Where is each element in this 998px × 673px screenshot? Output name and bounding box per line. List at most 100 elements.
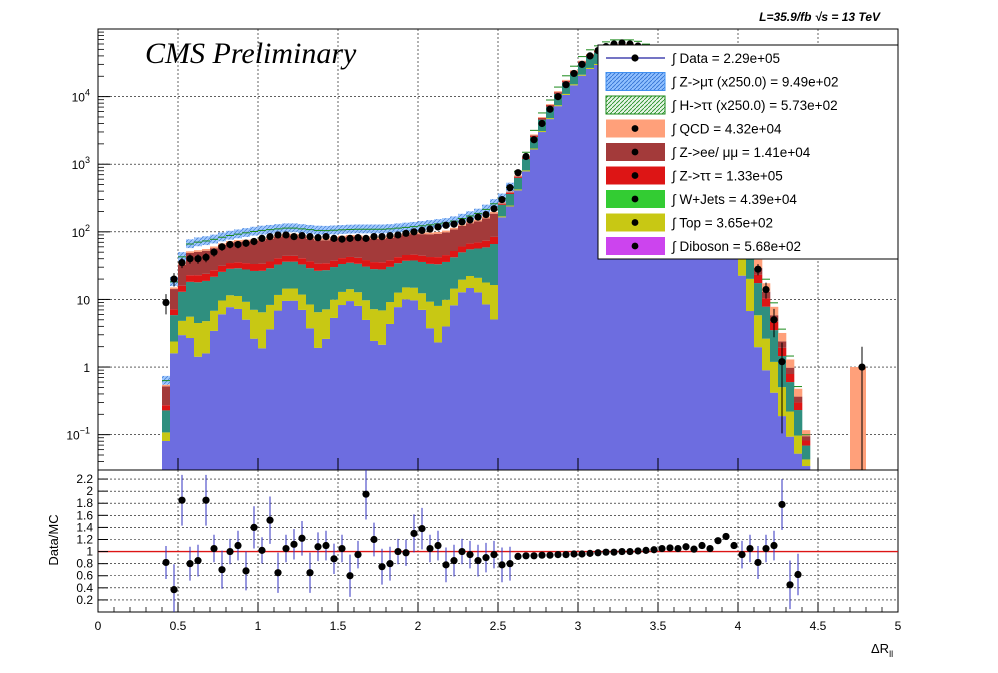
stack-bar-ztt bbox=[426, 257, 435, 264]
stack-bar-zll bbox=[202, 250, 211, 274]
stack-bar-diboson bbox=[762, 370, 771, 470]
stack-bar-wjets bbox=[514, 177, 523, 190]
stack-bar-zll bbox=[322, 240, 331, 264]
legend-swatch-marker bbox=[631, 242, 639, 250]
stack-bar-top bbox=[402, 287, 411, 300]
stack-bar-top bbox=[458, 279, 467, 293]
ratio-point bbox=[522, 552, 530, 560]
stack-bar-zll bbox=[458, 225, 467, 247]
stack-bar-ztt bbox=[274, 258, 283, 265]
stack-bar-top bbox=[210, 310, 219, 331]
stack-bar-ztt bbox=[250, 264, 259, 271]
ratio-point bbox=[346, 572, 354, 580]
ratio-point bbox=[498, 561, 506, 569]
stack-bar-diboson bbox=[466, 288, 475, 470]
stack-bar-ztt bbox=[218, 265, 227, 272]
stack-bar-diboson bbox=[650, 66, 659, 470]
stack-bar-wjets bbox=[306, 268, 315, 305]
stack-bar-diboson bbox=[322, 338, 331, 470]
data-point bbox=[418, 226, 426, 234]
stack-bar-top bbox=[354, 292, 363, 306]
ratio-point bbox=[682, 543, 690, 551]
x-tick-label: 3 bbox=[575, 619, 582, 633]
ratio-point bbox=[730, 541, 738, 550]
stack-bar-zll bbox=[794, 396, 803, 403]
stack-bar-diboson bbox=[306, 328, 315, 470]
stack-bar-wjets bbox=[354, 263, 363, 293]
data-point bbox=[170, 275, 178, 283]
legend-swatch-marker bbox=[631, 148, 639, 156]
stack-bar-ztt bbox=[290, 255, 299, 262]
stack-bar-wjets bbox=[802, 445, 811, 460]
stack-bar-wjets bbox=[394, 263, 403, 293]
stack-bar-top bbox=[306, 304, 315, 329]
ratio-point bbox=[770, 541, 778, 550]
stack-bar-diboson bbox=[402, 299, 411, 470]
data-point bbox=[530, 136, 538, 144]
stack-bar-ztt bbox=[362, 260, 371, 267]
ratio-point bbox=[170, 586, 178, 594]
stack-bar-top bbox=[426, 301, 435, 329]
legend-swatch-marker bbox=[631, 125, 639, 132]
stack-bar-zll bbox=[234, 241, 243, 263]
stack-bar-zll bbox=[314, 240, 323, 264]
x-tick-label: 5 bbox=[895, 619, 902, 633]
stack-bar-diboson bbox=[690, 101, 699, 471]
stack-bar-wjets bbox=[298, 264, 307, 295]
ratio-point bbox=[194, 557, 202, 565]
stack-bar-top bbox=[786, 411, 795, 437]
legend-swatch bbox=[605, 95, 666, 115]
stack-bar-ztt bbox=[450, 250, 459, 258]
ratio-point bbox=[402, 549, 410, 557]
stack-bar-wjets bbox=[786, 382, 795, 412]
stack-bar-wjets bbox=[290, 261, 299, 289]
ratio-y-tick-label: 1.6 bbox=[76, 508, 93, 522]
stack-bar-zll bbox=[386, 237, 395, 261]
stack-bar-wjets bbox=[586, 56, 595, 68]
data-point bbox=[362, 234, 370, 242]
ratio-point bbox=[258, 546, 266, 554]
stack-bar-zll bbox=[394, 236, 403, 258]
stack-bar-wjets bbox=[770, 330, 779, 362]
x-tick-label: 2.5 bbox=[490, 619, 507, 633]
stack-bar-diboson bbox=[218, 314, 227, 470]
stack-bar-diboson bbox=[266, 329, 275, 470]
stack-bar-diboson bbox=[578, 75, 587, 470]
legend-label: ∫ Data = 2.29e+05 bbox=[671, 51, 780, 66]
stack-bar-zll bbox=[226, 242, 235, 264]
stack-bar-ztt bbox=[506, 193, 515, 194]
stack-bar-wjets bbox=[218, 271, 227, 301]
stack-bar-ztt bbox=[258, 263, 267, 271]
ratio-point bbox=[274, 569, 282, 577]
ratio-point bbox=[378, 563, 386, 571]
stack-bar-diboson bbox=[370, 340, 379, 470]
ratio-point bbox=[618, 547, 626, 556]
x-axis-label-main: ΔR bbox=[871, 641, 889, 656]
stack-bar-diboson bbox=[554, 106, 563, 470]
legend-label: ∫ Z->μτ (x250.0) = 9.49e+02 bbox=[671, 75, 839, 90]
data-point bbox=[378, 232, 386, 241]
stack-bar-wjets bbox=[194, 282, 203, 324]
ratio-point bbox=[554, 550, 562, 559]
ratio-point bbox=[306, 569, 314, 577]
stack-bar-diboson bbox=[626, 58, 635, 470]
x-tick-label: 3.5 bbox=[650, 619, 667, 633]
data-point bbox=[410, 228, 418, 236]
stack-bar-top bbox=[170, 341, 179, 354]
stack-bar-wjets bbox=[498, 204, 507, 217]
stack-bar-diboson bbox=[434, 342, 443, 470]
stack-bar-ztt bbox=[170, 309, 179, 316]
stack-bar-ztt bbox=[210, 270, 219, 277]
stack-bar-diboson bbox=[234, 308, 243, 470]
stack-bar-top bbox=[242, 301, 251, 320]
stack-bar-wjets bbox=[458, 252, 467, 280]
data-point bbox=[194, 255, 202, 263]
ratio-point bbox=[570, 550, 578, 558]
stack-bar-top bbox=[570, 84, 579, 86]
ratio-point bbox=[530, 552, 538, 560]
stack-bar-diboson bbox=[658, 70, 667, 470]
stack-bar-top bbox=[738, 243, 747, 276]
stack-bar-zll bbox=[378, 239, 387, 263]
stack-bar-diboson bbox=[602, 60, 611, 471]
legend-label: ∫ W+Jets = 4.39e+04 bbox=[671, 192, 797, 207]
